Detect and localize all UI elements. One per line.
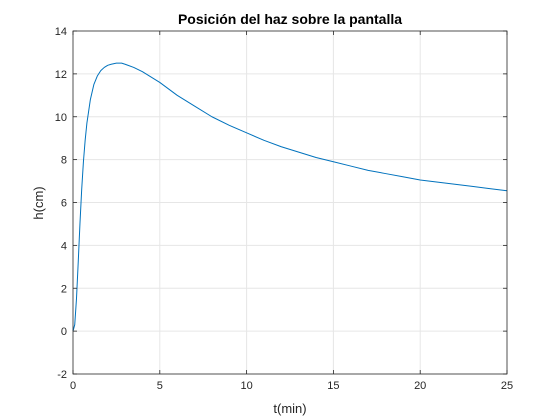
- y-axis-label: h(cm): [31, 186, 46, 219]
- series-line: [72, 62, 508, 332]
- x-tick-label: 10: [240, 380, 252, 392]
- chart-title: Posición del haz sobre la pantalla: [178, 11, 402, 27]
- y-tick-label: 8: [61, 155, 67, 167]
- y-tick-label: 2: [61, 283, 67, 295]
- y-tick-label: 6: [61, 198, 67, 210]
- y-tick-label: 4: [61, 240, 67, 252]
- y-tick-label: 14: [55, 26, 67, 38]
- series-group: [72, 62, 508, 332]
- x-tick-label: 25: [501, 380, 513, 392]
- grid: [73, 31, 507, 374]
- x-tick-label: 5: [157, 380, 163, 392]
- y-tick-label: 12: [55, 69, 67, 81]
- x-tick-label: 15: [327, 380, 339, 392]
- y-tick-label: -2: [57, 369, 67, 381]
- x-tick-label: 0: [70, 380, 76, 392]
- x-tick-label: 20: [414, 380, 426, 392]
- y-tick-label: 0: [61, 326, 67, 338]
- y-tick-label: 10: [55, 112, 67, 124]
- x-axis-label: t(min): [273, 401, 306, 416]
